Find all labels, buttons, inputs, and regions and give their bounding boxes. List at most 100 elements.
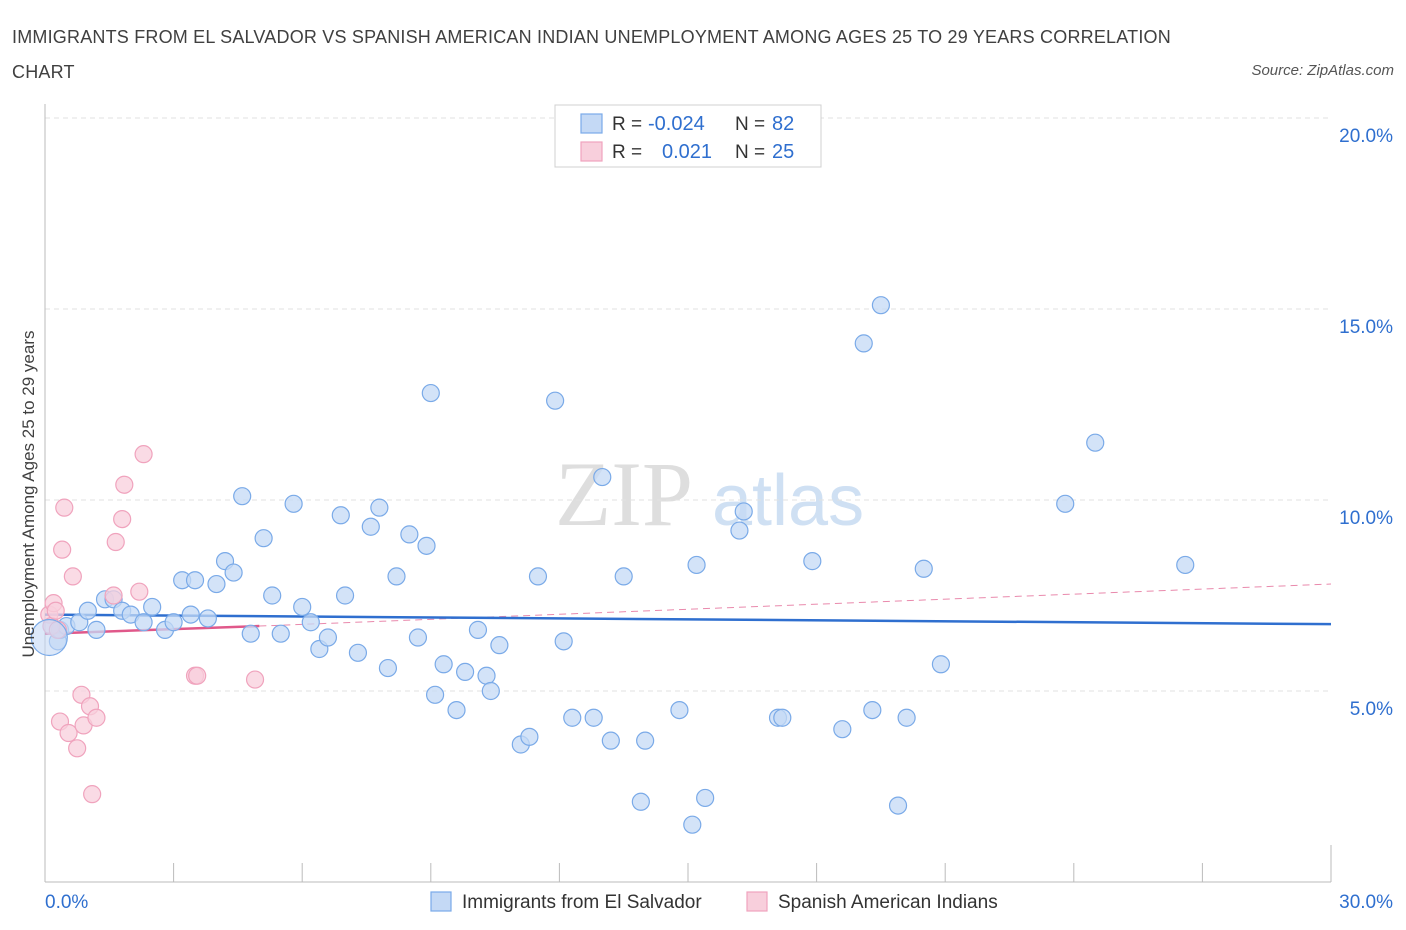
point-el-salvador — [370, 498, 389, 517]
point-spanish-american-indians — [245, 670, 265, 689]
point-el-salvador — [143, 597, 162, 617]
y-tick-label: 20.0% — [1339, 126, 1393, 147]
point-el-salvador — [888, 796, 908, 815]
point-el-salvador — [331, 506, 350, 525]
point-el-salvador — [1086, 433, 1105, 452]
point-el-salvador — [335, 586, 355, 605]
legend-swatch-el-salvador — [430, 891, 452, 912]
point-el-salvador — [284, 494, 303, 513]
point-spanish-american-indians — [134, 445, 153, 464]
point-el-salvador — [241, 624, 260, 643]
watermark: ZIP atlas — [555, 443, 864, 545]
point-el-salvador — [254, 529, 273, 548]
point-el-salvador — [408, 628, 428, 647]
point-el-salvador — [318, 628, 338, 647]
point-el-salvador — [584, 708, 603, 727]
stats-r-label: R = — [612, 114, 642, 135]
point-spanish-american-indians — [83, 785, 102, 804]
legend-swatch-spanish-american-indians — [746, 891, 768, 912]
trend-lines — [44, 583, 1332, 635]
point-el-salvador — [468, 620, 488, 639]
point-el-salvador — [773, 708, 792, 727]
point-el-salvador — [803, 552, 822, 571]
point-el-salvador — [897, 708, 916, 727]
point-el-salvador — [387, 567, 406, 586]
point-el-salvador — [490, 636, 509, 655]
point-spanish-american-indians — [188, 666, 207, 685]
point-el-salvador — [554, 632, 573, 651]
point-el-salvador — [361, 517, 380, 536]
source-label: Source: ZipAtlas.com — [1251, 62, 1394, 79]
point-el-salvador — [546, 391, 565, 410]
point-el-salvador — [87, 620, 106, 639]
trend-line-el-salvador — [44, 613, 1332, 626]
point-el-salvador — [198, 609, 217, 628]
y-tick-label: 15.0% — [1339, 317, 1393, 338]
point-el-salvador — [78, 601, 97, 620]
stats-swatch-pink — [580, 141, 603, 162]
point-spanish-american-indians — [104, 586, 123, 605]
legend-label-el-salvador: Immigrants from El Salvador — [462, 892, 702, 913]
point-el-salvador — [687, 555, 706, 575]
point-el-salvador — [417, 536, 436, 555]
point-el-salvador — [164, 613, 183, 632]
point-el-salvador — [871, 296, 891, 315]
stats-legend: R = -0.024 N = 82 R = 0.021 N = 25 — [554, 104, 822, 168]
axes: 5.0% 10.0% 15.0% 20.0% 0.0% 30.0% — [44, 104, 1393, 913]
point-el-salvador — [378, 658, 398, 678]
y-tick-label: 10.0% — [1339, 508, 1393, 529]
series-legend: Immigrants from El Salvador Spanish Amer… — [430, 891, 998, 913]
point-el-salvador — [447, 700, 466, 720]
point-el-salvador — [181, 605, 200, 624]
point-el-salvador — [224, 563, 243, 582]
stats-swatch-blue — [580, 113, 603, 134]
point-el-salvador — [854, 334, 873, 353]
point-el-salvador — [263, 586, 282, 605]
point-el-salvador — [425, 685, 445, 704]
point-el-salvador — [348, 643, 368, 662]
point-el-salvador — [593, 467, 612, 487]
point-el-salvador — [683, 815, 702, 834]
point-spanish-american-indians — [59, 723, 78, 743]
point-spanish-american-indians — [53, 540, 72, 559]
stats-n-value: 82 — [772, 113, 794, 135]
point-el-salvador — [134, 613, 153, 632]
point-el-salvador — [455, 662, 475, 682]
point-spanish-american-indians — [87, 708, 106, 727]
point-el-salvador — [434, 655, 453, 674]
point-el-salvador — [931, 655, 951, 674]
point-el-salvador — [207, 574, 226, 594]
point-el-salvador — [481, 681, 500, 701]
point-el-salvador — [400, 525, 419, 544]
point-el-salvador — [563, 708, 582, 727]
point-el-salvador — [1056, 494, 1075, 513]
point-el-salvador — [520, 727, 539, 746]
point-el-salvador — [631, 792, 650, 811]
point-el-salvador — [185, 571, 205, 590]
point-spanish-american-indians — [55, 498, 74, 517]
point-el-salvador — [730, 521, 749, 540]
point-el-salvador — [863, 700, 882, 720]
point-el-salvador — [614, 567, 633, 586]
point-spanish-american-indians — [113, 509, 132, 529]
trend-line-spanish-american-indians-extended — [259, 583, 1332, 627]
data-points — [30, 296, 1195, 834]
stats-r-value: 0.021 — [662, 141, 712, 163]
point-el-salvador — [271, 624, 290, 643]
point-el-salvador — [734, 502, 753, 521]
point-spanish-american-indians — [115, 475, 134, 494]
point-spanish-american-indians — [106, 532, 125, 552]
point-el-salvador — [293, 597, 312, 617]
stats-n-value: 25 — [772, 141, 794, 163]
stats-r-value: -0.024 — [648, 113, 705, 135]
point-spanish-american-indians — [68, 739, 87, 758]
point-spanish-american-indians — [63, 567, 82, 586]
stats-r-label: R = — [612, 142, 642, 163]
trend-line-spanish-american-indians — [44, 624, 260, 635]
watermark-zip: ZIP — [555, 443, 693, 545]
chart-title: IMMIGRANTS FROM EL SALVADOR VS SPANISH A… — [12, 27, 1171, 82]
point-el-salvador — [670, 700, 689, 720]
stats-n-label: N = — [735, 142, 765, 163]
point-el-salvador — [233, 487, 252, 506]
